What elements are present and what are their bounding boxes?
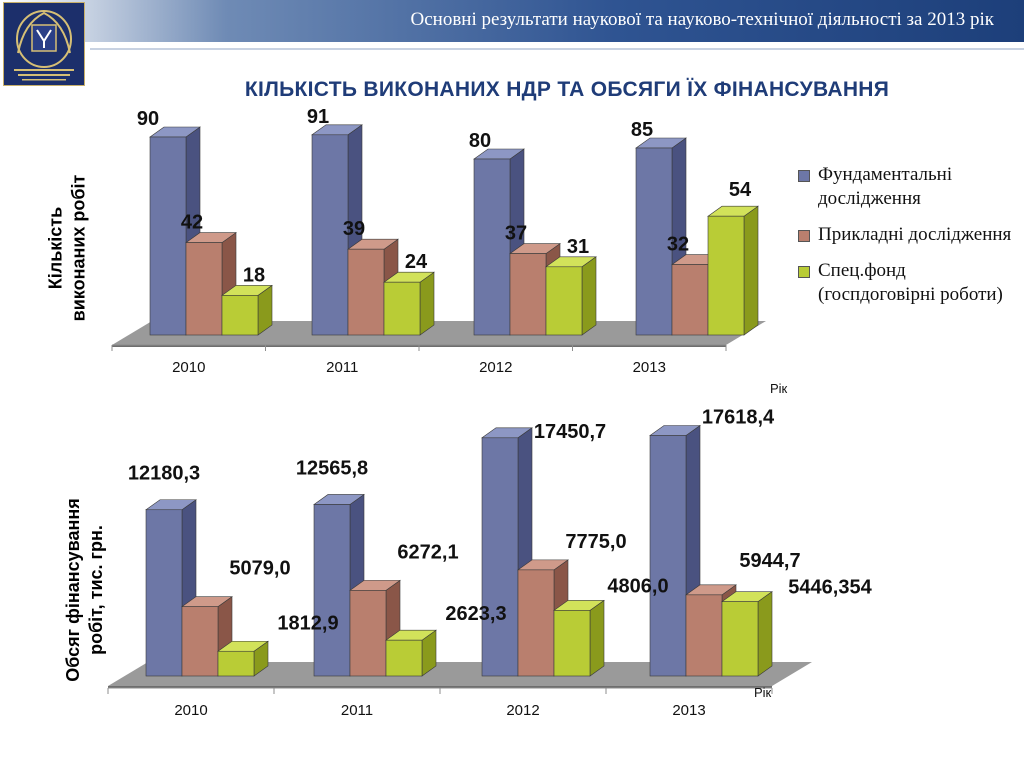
chart2-bar bbox=[685, 594, 723, 677]
chart1-data-label: 42 bbox=[181, 212, 203, 234]
chart1-bar bbox=[545, 266, 583, 336]
chart1-data-label: 31 bbox=[567, 236, 589, 258]
chart2-category-label: 2012 bbox=[506, 702, 539, 719]
chart2-data-label: 5944,7 bbox=[739, 550, 800, 572]
page-title: КІЛЬКІСТЬ ВИКОНАНИХ НДР ТА ОБСЯГИ ЇХ ФІН… bbox=[244, 78, 890, 101]
chart2-bar-side bbox=[589, 599, 605, 677]
chart1-data-label: 80 bbox=[469, 130, 491, 152]
chart1-data-label: 32 bbox=[667, 234, 689, 256]
chart2-data-label: 4806,0 bbox=[607, 575, 668, 597]
chart2-data-label: 17450,7 bbox=[534, 421, 606, 443]
legend-label-appl: Прикладні дослідження bbox=[818, 224, 1012, 245]
header-divider bbox=[90, 48, 1024, 50]
chart2-bar bbox=[649, 435, 687, 677]
chart1-category-label: 2011 bbox=[326, 359, 358, 376]
chart1-data-label: 90 bbox=[137, 108, 159, 130]
chart2-data-label: 1812,9 bbox=[277, 612, 338, 634]
chart2-bar bbox=[721, 601, 759, 677]
chart1-category-label: 2012 bbox=[479, 359, 512, 376]
chart-legend: Фундаментальні дослідження Прикладні дос… bbox=[798, 163, 1018, 319]
chart2-bar bbox=[217, 650, 255, 677]
chart1-bar bbox=[671, 264, 709, 336]
chart2-floor bbox=[108, 662, 812, 686]
chart2-bar bbox=[181, 606, 219, 677]
chart1-bar-side bbox=[743, 205, 759, 336]
legend-swatch-fund bbox=[798, 170, 810, 182]
chart1-bar bbox=[383, 281, 421, 336]
chart2-data-label: 5446,354 bbox=[788, 577, 872, 599]
chart2-bar-side bbox=[757, 591, 773, 677]
chart2-bar bbox=[481, 437, 519, 677]
legend-item-spec: Спец.фонд (госпдоговірні роботи) bbox=[798, 259, 1018, 307]
chart1-bar bbox=[221, 295, 259, 336]
chart1-data-label: 37 bbox=[505, 223, 527, 245]
chart2-category-label: 2013 bbox=[672, 702, 705, 719]
chart1-floor bbox=[112, 321, 766, 345]
chart2-bar bbox=[385, 639, 423, 677]
university-crest-icon bbox=[14, 10, 74, 81]
chart1-bar-side bbox=[581, 256, 597, 336]
chart2-bar bbox=[313, 504, 351, 677]
chart1-data-label: 54 bbox=[729, 179, 752, 201]
chart2-bar bbox=[349, 590, 387, 677]
legend-item-appl: Прикладні дослідження bbox=[798, 223, 1018, 247]
chart1-category-label: 2010 bbox=[172, 359, 205, 376]
chart2-data-label: 17618,4 bbox=[702, 407, 775, 429]
chart2-bar bbox=[517, 569, 555, 677]
chart1-xlabel: Рік bbox=[770, 381, 788, 396]
chart2-category-label: 2010 bbox=[174, 702, 207, 719]
chart1-data-label: 18 bbox=[243, 264, 265, 286]
chart1-bar bbox=[347, 248, 385, 336]
legend-item-fund: Фундаментальні дослідження bbox=[798, 163, 1018, 211]
university-logo bbox=[3, 2, 85, 86]
chart1-bar bbox=[473, 158, 511, 336]
chart1-bar bbox=[311, 134, 349, 336]
chart1-data-label: 85 bbox=[631, 119, 653, 141]
chart2-data-label: 12565,8 bbox=[296, 457, 368, 479]
chart2-category-label: 2011 bbox=[341, 702, 373, 719]
legend-swatch-spec bbox=[798, 266, 810, 278]
chart1-bar bbox=[635, 147, 673, 336]
chart2-data-label: 12180,3 bbox=[128, 463, 200, 485]
chart1-bar bbox=[185, 242, 223, 336]
legend-swatch-appl bbox=[798, 230, 810, 242]
chart2-xlabel: Рік bbox=[754, 685, 772, 700]
legend-label-spec: Спец.фонд (госпдоговірні роботи) bbox=[818, 260, 1003, 305]
chart1-data-label: 39 bbox=[343, 218, 365, 240]
chart1-bar bbox=[509, 253, 547, 336]
chart2-data-label: 6272,1 bbox=[397, 541, 458, 563]
chart1-category-label: 2013 bbox=[633, 359, 666, 376]
chart2-data-label: 5079,0 bbox=[229, 558, 290, 580]
chart2-data-label: 2623,3 bbox=[445, 603, 506, 625]
legend-label-fund: Фундаментальні дослідження bbox=[818, 164, 953, 209]
chart2-bar bbox=[145, 509, 183, 677]
chart1-data-label: 91 bbox=[307, 106, 329, 128]
chart2-data-label: 7775,0 bbox=[565, 531, 626, 553]
chart1-bar-side bbox=[419, 271, 435, 336]
chart1-bar bbox=[149, 136, 187, 336]
chart2-ylabel: Обсяг фінансування робіт, тис. грн. bbox=[63, 498, 106, 682]
header-band: Основні результати наукової та науково-т… bbox=[0, 0, 1024, 42]
header-title: Основні результати наукової та науково-т… bbox=[410, 9, 994, 30]
chart1-bar bbox=[707, 215, 745, 336]
chart1-data-label: 24 bbox=[405, 251, 428, 273]
chart2-bar bbox=[553, 610, 591, 677]
